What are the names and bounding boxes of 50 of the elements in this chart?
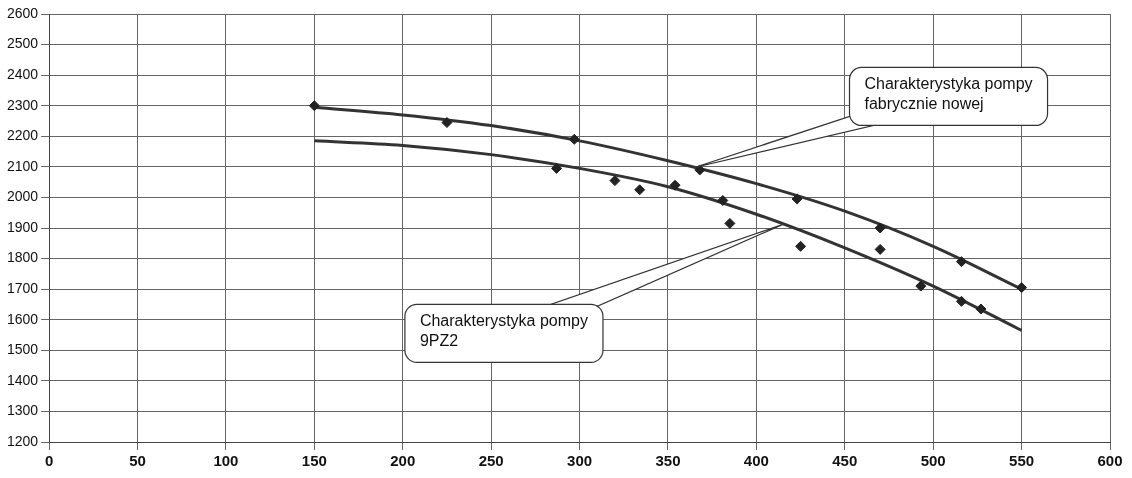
x-tick-label: 200	[390, 452, 416, 470]
y-tick-label: 2600	[6, 4, 39, 21]
annotation: Charakterystyka pompy fabrycznie nowej	[864, 74, 1033, 112]
point	[724, 217, 736, 229]
point	[795, 240, 807, 252]
y-tick-label: 2500	[6, 35, 39, 52]
x-tick-label: 550	[1009, 452, 1035, 470]
y-tick-label: 1600	[6, 310, 39, 327]
y-tick-label: 1200	[6, 432, 39, 449]
y-tick-label: 2000	[6, 188, 39, 205]
x-tick-label: 500	[920, 452, 946, 470]
point	[568, 133, 580, 145]
point	[634, 184, 646, 196]
x-tick-label: 450	[832, 452, 858, 470]
y-tick-label: 2300	[6, 96, 39, 113]
x-tick-label: 250	[478, 452, 504, 470]
x-tick-label: 400	[743, 452, 769, 470]
line-series	[312, 139, 1024, 332]
y-tick-label: 1300	[6, 402, 39, 419]
y-tick-label: 1400	[6, 371, 39, 388]
point	[308, 100, 320, 112]
point	[694, 164, 706, 176]
y-tick-label: 2100	[6, 157, 39, 174]
point	[915, 280, 927, 292]
point	[955, 295, 967, 307]
annotation: Charakterystyka pompy 9PZ2	[419, 311, 588, 349]
point	[874, 243, 886, 255]
x-tick-label: 0	[44, 452, 54, 470]
point	[975, 303, 987, 315]
x-tick-label: 300	[567, 452, 593, 470]
point	[791, 193, 803, 205]
x-tick-label: 150	[301, 452, 327, 470]
x-tick-label: 100	[213, 452, 239, 470]
y-tick-label: 1900	[6, 218, 39, 235]
y-tick-label: 1500	[6, 341, 39, 358]
y-tick-label: 1800	[6, 249, 39, 266]
y-tick-label: 1700	[6, 280, 39, 296]
point	[551, 162, 563, 174]
y-tick-label: 2400	[6, 66, 39, 82]
point	[609, 175, 621, 187]
point	[669, 179, 681, 191]
x-tick-label: 600	[1097, 452, 1123, 470]
point	[441, 117, 453, 129]
point	[717, 194, 729, 206]
point	[955, 256, 967, 268]
point	[1016, 282, 1028, 294]
point	[874, 222, 886, 234]
x-tick-label: 50	[129, 452, 146, 470]
x-tick-label: 350	[655, 452, 681, 470]
y-tick-label: 2200	[6, 127, 39, 144]
